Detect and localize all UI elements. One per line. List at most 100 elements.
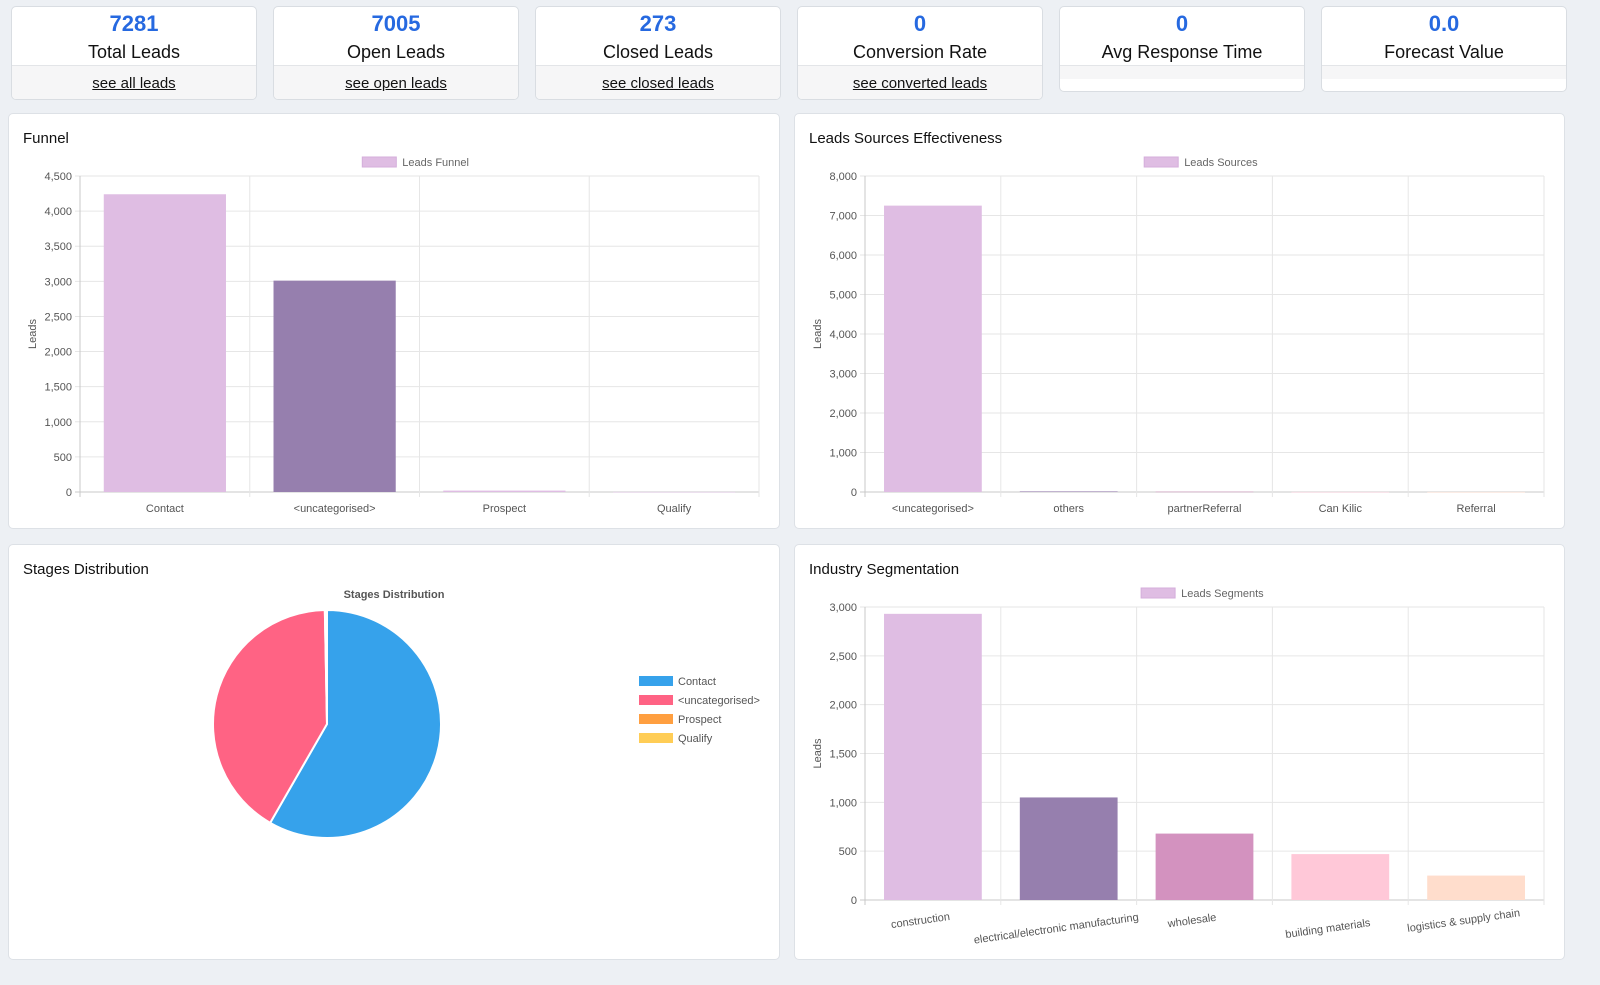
legend-swatch (639, 714, 673, 724)
x-tick-label: Referral (1457, 503, 1496, 515)
y-tick-label: 500 (54, 452, 72, 464)
x-tick-label: logistics & supply chain (1407, 907, 1521, 935)
bar (1291, 854, 1390, 900)
y-tick-label: 2,500 (829, 651, 857, 663)
kpi-label: Open Leads (346, 42, 446, 62)
bar (1427, 491, 1525, 493)
kpi-footer (1322, 65, 1566, 79)
y-axis-label: Leads (27, 319, 39, 349)
y-axis-label: Leads (812, 738, 824, 768)
see-open-leads-link[interactable]: see open leads (345, 75, 447, 92)
kpi-card-open-leads: 7005 Open Leads see open leads (273, 6, 519, 100)
legend-swatch (639, 733, 673, 743)
kpi-footer: see all leads (12, 65, 256, 99)
card-title: Leads Sources Effectiveness (809, 130, 1003, 147)
x-tick-label: building materials (1285, 917, 1372, 941)
industry-chart: Leads Segments 0 500 1,000 1,500 2,000 2,500 3,… (812, 587, 1545, 947)
x-tick-label: others (1053, 503, 1084, 515)
bar (613, 491, 736, 493)
y-tick-label: 2,000 (829, 700, 857, 712)
x-tick-label: wholesale (1166, 912, 1217, 931)
kpi-card-conversion-rate: 0 Conversion Rate see converted leads (797, 6, 1043, 100)
stages-card: Stages Distribution Stages Distribution C… (8, 544, 780, 960)
y-tick-label: 1,000 (829, 797, 857, 809)
card-title: Funnel (23, 130, 69, 147)
y-tick-label: 2,000 (829, 408, 857, 420)
kpi-footer: see closed leads (536, 65, 780, 99)
legend-label: Leads Funnel (402, 157, 469, 169)
x-tick-label: partnerReferral (1168, 503, 1242, 515)
kpi-footer (1060, 65, 1304, 79)
legend-label: Prospect (678, 714, 721, 726)
x-tick-label: <uncategorised> (294, 503, 376, 515)
kpi-footer: see converted leads (798, 65, 1042, 99)
kpi-label: Forecast Value (1384, 42, 1504, 62)
see-all-leads-link[interactable]: see all leads (92, 75, 176, 92)
y-tick-label: 7,000 (829, 211, 857, 223)
y-tick-label: 3,000 (44, 276, 72, 288)
legend-swatch (1140, 587, 1176, 599)
pie-slice (212, 609, 329, 825)
see-converted-leads-link[interactable]: see converted leads (852, 75, 988, 92)
legend-label: <uncategorised> (678, 695, 760, 707)
bar (103, 194, 226, 492)
x-tick-label: Contact (146, 503, 184, 515)
y-tick-label: 500 (839, 846, 857, 858)
bar (1155, 491, 1254, 493)
see-closed-leads-link[interactable]: see closed leads (602, 75, 714, 92)
legend-label: Leads Segments (1181, 588, 1264, 600)
legend-label: Qualify (678, 733, 713, 745)
industry-card: Industry Segmentation Leads Segments 0 500… (794, 544, 1565, 960)
sources-card: Leads Sources Effectiveness Leads Source… (794, 113, 1565, 529)
legend-label: Contact (678, 676, 716, 688)
y-tick-label: 3,500 (44, 241, 72, 253)
kpi-card-avg-response-time: 0 Avg Response Time (1059, 6, 1305, 92)
legend-swatch (639, 676, 673, 686)
bar (884, 205, 982, 492)
bar (443, 490, 566, 492)
kpi-value: 0.0 (1428, 11, 1460, 36)
funnel-card: Funnel Leads Funnel 0 500 1,000 1,500 2,000 2,… (8, 113, 780, 529)
kpi-card-total-leads: 7281 Total Leads see all leads (11, 6, 257, 100)
bar (1019, 797, 1118, 900)
y-tick-label: 4,000 (44, 206, 72, 218)
y-tick-label: 4,000 (829, 329, 857, 341)
kpi-label: Avg Response Time (1101, 42, 1263, 62)
funnel-chart: Leads Funnel 0 500 1,000 1,500 2,000 2,500 3,00… (27, 156, 760, 515)
kpi-value: 0 (913, 11, 927, 36)
kpi-value: 273 (639, 11, 677, 36)
kpi-value: 7005 (371, 11, 421, 36)
legend-swatch (361, 156, 397, 168)
y-tick-label: 6,000 (829, 250, 857, 262)
y-tick-label: 2,000 (44, 347, 72, 359)
y-tick-label: 2,500 (44, 311, 72, 323)
bar (1427, 875, 1525, 900)
legend-swatch (1143, 156, 1179, 168)
y-tick-label: 1,000 (829, 448, 857, 460)
sources-chart: Leads Sources 0 1,000 2,000 3,000 4,000 5,000 6… (812, 156, 1545, 515)
y-tick-label: 1,000 (44, 417, 72, 429)
y-tick-label: 4,500 (44, 171, 72, 183)
y-tick-label: 1,500 (44, 382, 72, 394)
legend-swatch (639, 695, 673, 705)
kpi-label: Total Leads (87, 42, 181, 62)
kpi-label: Conversion Rate (852, 42, 988, 62)
y-tick-label: 0 (851, 487, 857, 499)
x-tick-label: electrical/electronic manufacturing (973, 912, 1139, 947)
bar (1019, 491, 1118, 492)
bar (884, 613, 982, 900)
x-tick-label: <uncategorised> (892, 503, 974, 515)
stages-chart: Stages Distribution Contact <uncategorised… (212, 589, 760, 839)
pie-title: Stages Distribution (344, 589, 445, 601)
kpi-card-closed-leads: 273 Closed Leads see closed leads (535, 6, 781, 100)
x-tick-label: Can Kilic (1319, 503, 1363, 515)
y-tick-label: 0 (66, 487, 72, 499)
y-tick-label: 3,000 (829, 369, 857, 381)
bar (273, 280, 396, 492)
kpi-card-forecast-value: 0.0 Forecast Value (1321, 6, 1567, 92)
y-tick-label: 5,000 (829, 290, 857, 302)
bar (1291, 491, 1390, 493)
kpi-value: 0 (1175, 11, 1189, 36)
kpi-label: Closed Leads (602, 42, 714, 62)
y-tick-label: 1,500 (829, 749, 857, 761)
